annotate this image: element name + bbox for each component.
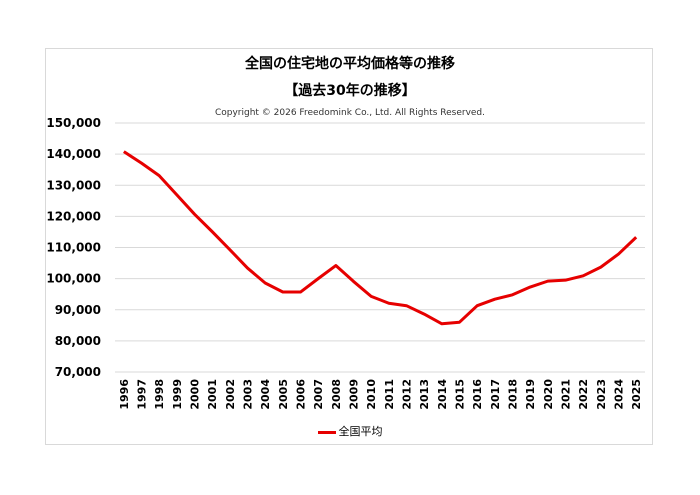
x-tick-label: 2000 [189,379,202,410]
x-tick-label: 2013 [418,379,431,410]
legend: 全国平均 [0,423,700,439]
x-tick-label: 2015 [454,379,467,410]
x-tick-label: 2018 [507,379,520,410]
x-tick-label: 1999 [171,379,184,410]
copyright-text: Copyright © 2026 Freedomink Co., Ltd. Al… [214,108,486,118]
x-tick-label: 2003 [242,379,255,410]
x-tick-label: 2022 [577,379,590,410]
x-tick-label: 2014 [436,379,449,410]
chart-subtitle: 【過去30年の推移】 [284,83,416,99]
x-tick-label: 2020 [542,379,555,410]
y-tick-label: 100,000 [46,272,101,286]
x-tick-label: 2004 [259,379,272,410]
x-tick-label: 2005 [277,379,290,410]
x-tick-label: 2008 [330,379,343,410]
y-tick-label: 80,000 [55,334,101,348]
x-tick-label: 2006 [295,379,308,410]
series-line [123,150,638,326]
y-tick-label: 140,000 [46,147,101,161]
y-tick-label: 90,000 [55,303,101,317]
x-tick-label: 2023 [595,379,608,410]
x-tick-label: 2025 [630,379,643,410]
chart-frame [45,48,653,445]
x-tick-label: 2011 [383,379,396,410]
x-tick-label: 1998 [153,379,166,410]
legend-swatch [317,430,336,434]
x-tick-label: 2019 [524,379,537,410]
y-tick-label: 70,000 [55,365,101,379]
x-tick-label: 2002 [224,379,237,410]
y-tick-label: 130,000 [46,178,101,192]
x-tick-label: 2009 [348,379,361,410]
x-tick-label: 2001 [206,379,219,410]
x-tick-label: 2007 [312,379,325,410]
y-tick-label: 150,000 [46,116,101,130]
x-tick-label: 2017 [489,379,502,410]
x-tick-label: 1997 [136,379,149,410]
x-tick-label: 2012 [401,379,414,410]
y-tick-label: 120,000 [46,209,101,223]
x-tick-label: 1996 [118,379,131,410]
x-tick-label: 2024 [613,379,626,410]
x-tick-label: 2016 [471,379,484,410]
x-tick-label: 2010 [365,379,378,410]
chart-title: 全国の住宅地の平均価格等の推移 [245,56,455,72]
legend-label: 全国平均 [338,425,383,438]
y-tick-label: 110,000 [46,241,101,255]
x-tick-label: 2021 [560,379,573,410]
